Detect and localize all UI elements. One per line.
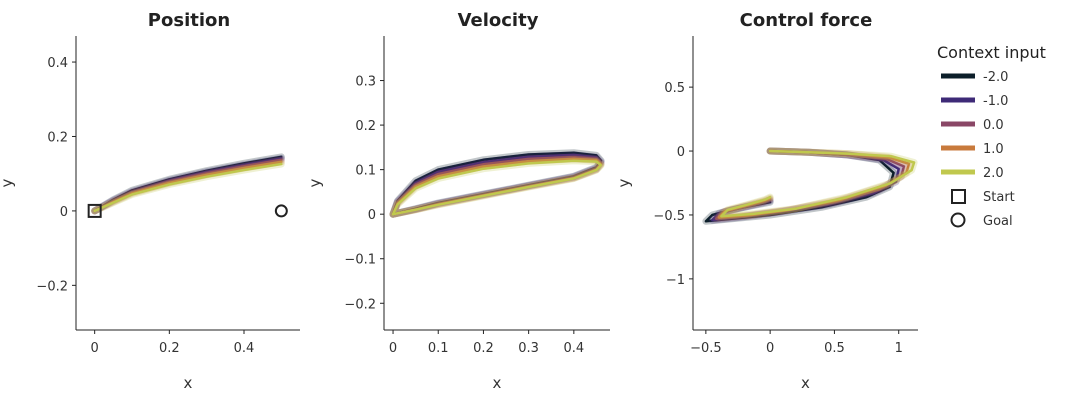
legend-label: Start <box>983 190 1015 205</box>
chart-title: Control force <box>740 10 873 31</box>
chart-title: Position <box>148 10 230 31</box>
y-axis-label: y <box>0 178 16 187</box>
legend-entry: 1.0 <box>941 142 1004 157</box>
y-tick-label: −1 <box>666 273 685 288</box>
series-line-2.0 <box>391 159 603 216</box>
legend: Context input -2.0 -1.0 0.0 1.0 2.0 Start Goal <box>937 43 1046 229</box>
x-tick-label: 0 <box>766 341 774 356</box>
series-halo-2.0 <box>389 157 605 218</box>
x-tick-label: 0.5 <box>824 341 845 356</box>
legend-circle-symbol <box>950 212 966 228</box>
y-tick-label: −0.2 <box>36 279 68 294</box>
y-tick-label: −0.2 <box>344 297 376 312</box>
y-tick-label: 0 <box>368 208 376 223</box>
chart-title: Velocity <box>458 10 539 31</box>
x-axis-label: x <box>801 374 810 392</box>
x-tick-label: −0.5 <box>690 341 722 356</box>
legend-marker-entry: Start <box>951 189 1015 205</box>
x-tick-label: 0.1 <box>428 341 449 356</box>
legend-marker-entry: Goal <box>950 212 1013 229</box>
y-tick-label: 0.2 <box>47 130 68 145</box>
x-tick-label: 0 <box>91 341 99 356</box>
series-line-2.0 <box>720 149 916 218</box>
goal-marker <box>274 204 288 218</box>
y-tick-label: −0.1 <box>344 253 376 268</box>
legend-entry: -2.0 <box>941 70 1008 85</box>
legend-label: Goal <box>983 214 1013 229</box>
y-tick-label: 0.3 <box>355 75 376 90</box>
y-axis-label: y <box>306 178 324 187</box>
x-tick-label: 0 <box>389 341 397 356</box>
legend-label: 2.0 <box>983 166 1004 181</box>
chart-panels: Position 0 0.2 0.4 −0.2 0 0.2 0.4 x y Velocity 0 0.1… <box>0 10 918 392</box>
x-axis-label: x <box>493 374 502 392</box>
legend-entry: -1.0 <box>941 94 1008 109</box>
legend-entry: 0.0 <box>941 118 1004 133</box>
x-tick-label: 0.3 <box>518 341 539 356</box>
series-line-2.0 <box>93 162 283 213</box>
legend-label: 0.0 <box>983 118 1004 133</box>
start-marker <box>87 203 102 218</box>
y-tick-label: 0.2 <box>355 119 376 134</box>
x-axis-label: x <box>184 374 193 392</box>
x-tick-label: 0.4 <box>563 341 584 356</box>
x-tick-label: 0.2 <box>159 341 180 356</box>
y-tick-label: 0 <box>60 205 68 220</box>
y-tick-label: 0.4 <box>47 56 68 71</box>
legend-label: -2.0 <box>983 70 1008 85</box>
chart-panel-3: Control force −0.5 0 0.5 1 −1 −0.5 0 0.5 x y <box>615 10 918 392</box>
series-halo-2.0 <box>91 160 285 215</box>
x-tick-label: 0.4 <box>234 341 255 356</box>
y-tick-label: 0.1 <box>355 164 376 179</box>
chart-panel-2: Velocity 0 0.1 0.2 0.3 0.4 −0.2 −0.1 0 0.1 0.2 0.3 x… <box>306 10 610 392</box>
legend-entry: 2.0 <box>941 166 1004 181</box>
y-tick-label: 0 <box>677 145 685 160</box>
y-tick-label: −0.5 <box>653 209 685 224</box>
x-tick-label: 0.2 <box>473 341 494 356</box>
legend-title: Context input <box>937 43 1046 62</box>
legend-entries: -2.0 -1.0 0.0 1.0 2.0 Start Goal <box>941 70 1015 229</box>
y-tick-label: 0.5 <box>664 81 685 96</box>
x-tick-label: 1 <box>895 341 903 356</box>
legend-label: -1.0 <box>983 94 1008 109</box>
legend-square-symbol <box>951 189 966 204</box>
y-axis-label: y <box>615 178 633 187</box>
legend-label: 1.0 <box>983 142 1004 157</box>
chart-panel-1: Position 0 0.2 0.4 −0.2 0 0.2 0.4 x y <box>0 10 300 392</box>
